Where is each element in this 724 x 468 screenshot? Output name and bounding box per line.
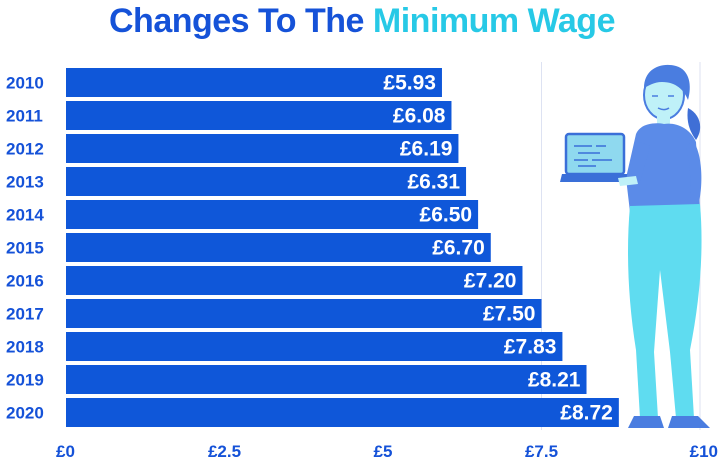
bar-2017 xyxy=(66,299,542,328)
bar-2010 xyxy=(66,68,442,97)
x-axis-ticks: £0 £2.5 £5 £7.5 £10 xyxy=(56,442,718,461)
x-tick-label: £2.5 xyxy=(208,442,241,461)
category-label: 2011 xyxy=(6,107,43,126)
category-label: 2020 xyxy=(6,404,44,423)
bar-value-label: £5.93 xyxy=(383,72,436,95)
bar-2016 xyxy=(66,266,523,295)
bar-2014 xyxy=(66,200,479,229)
bar-2018 xyxy=(66,332,563,361)
bar-value-label: £6.31 xyxy=(407,171,460,194)
category-label: 2016 xyxy=(6,272,44,291)
bar-value-label: £8.72 xyxy=(560,402,613,425)
x-tick-label: £0 xyxy=(56,442,75,461)
bar-value-label: £7.20 xyxy=(464,270,517,293)
category-label: 2013 xyxy=(6,173,44,192)
bar-2012 xyxy=(66,134,459,163)
bar-2011 xyxy=(66,101,452,130)
chart-title-part2: Minimum Wage xyxy=(372,2,616,40)
bar-2019 xyxy=(66,365,587,394)
bar-2015 xyxy=(66,233,491,262)
bar-value-label: £6.19 xyxy=(400,138,453,161)
bar-2013 xyxy=(66,167,467,196)
category-labels: 2010 2011 2012 2013 2014 2015 2016 2017 2018 2019… xyxy=(6,74,44,423)
category-label: 2010 xyxy=(6,74,44,93)
bars: £5.93 £6.08 £6.19 £6.31 £6.50 £6.70 £7.20 £7.50… xyxy=(66,68,619,427)
category-label: 2018 xyxy=(6,338,44,357)
bar-value-label: £6.08 xyxy=(393,105,446,128)
woman-holding-laptop-icon xyxy=(560,64,710,428)
category-label: 2017 xyxy=(6,305,44,324)
x-tick-label: £7.5 xyxy=(525,442,558,461)
bar-value-label: £8.21 xyxy=(528,369,581,392)
bar-value-label: £6.50 xyxy=(420,204,473,227)
chart-title-part1: Changes To The xyxy=(109,2,364,40)
category-label: 2015 xyxy=(6,239,44,258)
x-tick-label: £10 xyxy=(690,442,718,461)
category-label: 2012 xyxy=(6,140,44,159)
category-label: 2019 xyxy=(6,371,44,390)
bar-value-label: £7.83 xyxy=(504,336,557,359)
category-label: 2014 xyxy=(6,206,44,225)
bar-value-label: £6.70 xyxy=(432,237,485,260)
bar-2020 xyxy=(66,398,619,427)
x-tick-label: £5 xyxy=(374,442,393,461)
chart-title: Changes To The Minimum Wage xyxy=(0,2,724,41)
bar-value-label: £7.50 xyxy=(483,303,536,326)
